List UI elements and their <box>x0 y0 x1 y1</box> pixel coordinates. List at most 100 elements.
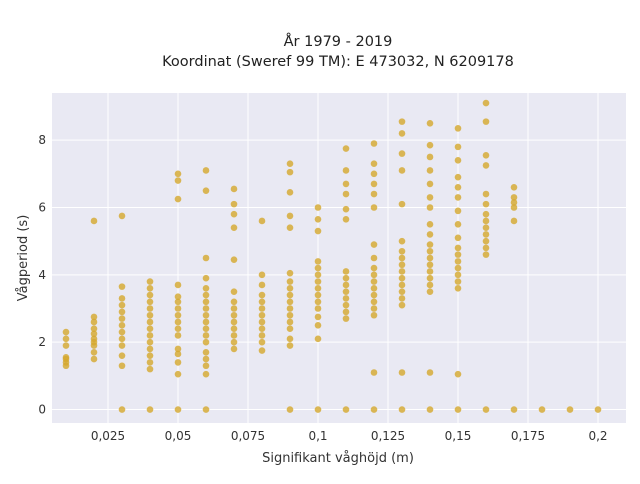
data-point <box>426 221 434 228</box>
data-point <box>342 180 350 188</box>
data-point <box>370 291 378 299</box>
data-point <box>118 352 126 359</box>
data-point <box>454 285 462 292</box>
data-point <box>230 200 238 208</box>
data-point <box>146 352 154 359</box>
data-point <box>258 318 266 326</box>
data-point <box>258 291 266 299</box>
data-point <box>398 261 406 269</box>
data-point <box>314 305 322 312</box>
data-point <box>426 274 434 282</box>
data-point <box>146 305 154 312</box>
data-point <box>398 237 406 245</box>
data-point <box>426 369 434 376</box>
data-point <box>426 153 434 161</box>
data-point <box>398 118 406 125</box>
data-point <box>538 406 546 413</box>
data-point <box>202 305 210 312</box>
data-point <box>314 406 322 413</box>
x-tick-label: 0,125 <box>371 429 405 443</box>
data-point <box>62 335 70 343</box>
data-point <box>90 217 98 225</box>
data-point <box>202 298 210 306</box>
data-point <box>454 221 462 228</box>
data-point <box>342 268 350 275</box>
data-point <box>258 325 266 333</box>
data-point <box>90 325 98 333</box>
data-point <box>510 217 518 225</box>
y-tick-labels: 0 2 4 6 8 <box>38 133 46 416</box>
data-point <box>258 217 266 225</box>
data-point <box>370 278 378 285</box>
data-point <box>454 244 462 252</box>
data-point <box>202 291 210 299</box>
data-point <box>370 170 378 178</box>
data-point <box>426 247 434 255</box>
data-point <box>482 217 490 225</box>
data-point <box>118 335 126 343</box>
data-point <box>202 167 210 174</box>
data-point <box>482 200 490 208</box>
data-point <box>398 274 406 282</box>
data-point <box>370 406 378 413</box>
data-point <box>314 285 322 292</box>
data-point <box>286 278 294 285</box>
data-point <box>174 311 182 319</box>
data-point <box>174 345 182 353</box>
data-point <box>454 370 462 378</box>
data-point <box>482 244 490 252</box>
data-point <box>146 338 154 346</box>
data-point <box>426 281 434 289</box>
data-point <box>314 204 322 211</box>
data-point <box>202 187 210 194</box>
x-tick-label: 0,2 <box>588 429 607 443</box>
data-point <box>482 224 490 231</box>
data-point <box>230 185 238 193</box>
y-tick-label: 4 <box>38 268 46 282</box>
data-point <box>286 168 294 176</box>
data-point <box>174 370 182 378</box>
data-point <box>258 298 266 306</box>
data-point <box>510 406 518 413</box>
data-point <box>426 288 434 295</box>
data-point <box>426 268 434 275</box>
data-point <box>174 359 182 366</box>
x-tick-label: 0,05 <box>165 429 192 443</box>
data-point <box>426 120 434 127</box>
data-point <box>454 143 462 151</box>
data-point <box>482 162 490 169</box>
data-point <box>426 204 434 211</box>
data-point <box>286 224 294 231</box>
x-tick-label: 0,075 <box>231 429 265 443</box>
data-point <box>202 338 210 346</box>
data-point <box>174 325 182 333</box>
data-point <box>146 291 154 299</box>
data-point <box>258 271 266 279</box>
data-point <box>286 318 294 326</box>
data-point <box>314 264 322 272</box>
data-point <box>174 177 182 184</box>
data-point <box>146 406 154 413</box>
data-point <box>202 285 210 292</box>
data-point <box>370 160 378 168</box>
data-point <box>510 183 518 191</box>
data-point <box>174 305 182 312</box>
data-point <box>174 406 182 413</box>
data-point <box>342 301 350 309</box>
data-point <box>342 274 350 282</box>
data-point <box>90 335 98 343</box>
data-point <box>370 305 378 312</box>
x-tick-label: 0,025 <box>91 429 125 443</box>
data-point <box>286 212 294 220</box>
data-point <box>370 311 378 319</box>
x-tick-labels: 0,025 0,05 0,075 0,1 0,125 0,15 0,175 0,2 <box>91 429 608 443</box>
data-point <box>230 288 238 295</box>
data-point <box>118 328 126 336</box>
data-point <box>370 180 378 188</box>
data-point <box>90 348 98 356</box>
data-point <box>510 204 518 211</box>
data-point <box>202 355 210 363</box>
data-point <box>146 332 154 339</box>
data-point <box>426 141 434 149</box>
